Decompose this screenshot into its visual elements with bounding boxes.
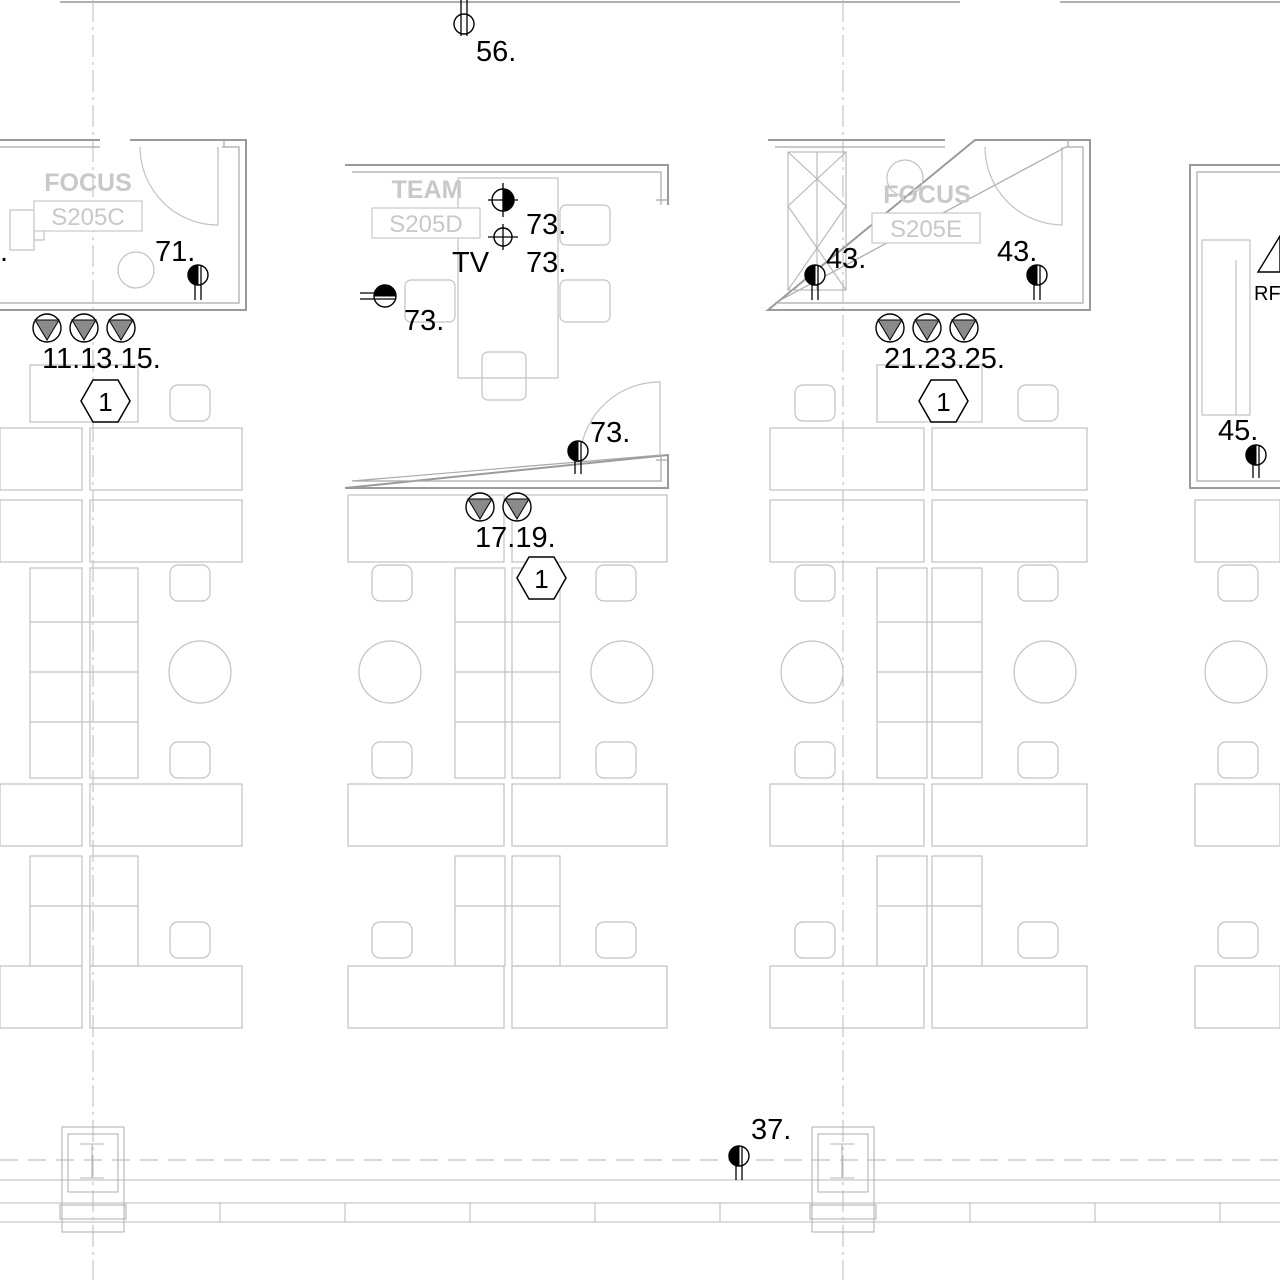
device-label-43-a: 43. xyxy=(826,243,866,275)
outlet-icon-43-left xyxy=(804,264,826,300)
device-label-43-b: 43. xyxy=(997,236,1037,268)
workstation-clusters xyxy=(0,364,1280,1029)
device-label-73-c: 73. xyxy=(404,305,444,337)
keynote-hexagon-right: 1 xyxy=(918,379,969,423)
av-outlet-icon-bottom xyxy=(488,224,518,250)
structural-column-left xyxy=(59,1126,127,1233)
room-right-edge xyxy=(1189,164,1280,489)
data-outlet-label-left: 11.13.15. xyxy=(42,343,161,375)
room-tag-s205d: TEAM S205D xyxy=(371,176,481,239)
svg-text:1: 1 xyxy=(98,387,112,417)
structural-column-right xyxy=(809,1126,877,1233)
outlet-icon-37 xyxy=(728,1145,750,1180)
device-label-37: 37. xyxy=(751,1114,791,1146)
device-label-71: 71. xyxy=(155,236,195,268)
keynote-hexagon-middle: 1 xyxy=(516,556,567,600)
room-tag-s205c: FOCUS S205C xyxy=(33,169,143,232)
svg-text:S205E: S205E xyxy=(890,216,962,243)
room-focus-s205e xyxy=(765,139,1091,311)
outlet-icon-43-right xyxy=(1026,264,1048,300)
svg-text:S205D: S205D xyxy=(389,211,462,238)
outlet-icon-45 xyxy=(1245,444,1267,478)
device-label-73-a: 73. xyxy=(526,209,566,241)
room-team-s205d xyxy=(344,164,669,489)
rf-triangle-icon xyxy=(1256,234,1280,273)
column-grid-lines xyxy=(92,0,844,1280)
device-label-73-b: 73. xyxy=(526,247,566,279)
svg-text:S205C: S205C xyxy=(51,204,124,231)
device-label-left-edge: . xyxy=(0,236,8,268)
svg-text:1: 1 xyxy=(534,564,548,594)
floor-outlet-icon-73 xyxy=(360,284,397,308)
av-outlet-icon-top xyxy=(488,183,518,217)
device-label-45: 45. xyxy=(1218,415,1258,447)
data-outlet-label-middle: 17.19. xyxy=(475,522,556,554)
svg-text:FOCUS: FOCUS xyxy=(44,169,132,197)
tv-label: TV xyxy=(452,247,490,279)
room-tag-s205e: FOCUS S205E xyxy=(871,181,981,244)
svg-text:TEAM: TEAM xyxy=(392,176,463,204)
keynote-hexagon-left: 1 xyxy=(80,379,131,423)
data-outlet-group-icon-middle xyxy=(465,492,532,522)
outlet-icon-73-door xyxy=(567,440,589,474)
device-label-56: 56. xyxy=(476,36,516,68)
data-outlet-group-icon-right xyxy=(875,313,979,343)
outlet-icon-56 xyxy=(453,0,475,36)
data-outlet-label-right: 21.23.25. xyxy=(884,343,1005,375)
device-label-73-d: 73. xyxy=(590,417,630,449)
data-outlet-group-icon-left xyxy=(32,313,136,343)
rf-label: RF xyxy=(1254,283,1280,305)
svg-text:1: 1 xyxy=(936,387,950,417)
outlet-icon-71 xyxy=(187,264,209,300)
svg-text:FOCUS: FOCUS xyxy=(883,181,971,209)
exterior-window-wall xyxy=(0,1159,1280,1223)
